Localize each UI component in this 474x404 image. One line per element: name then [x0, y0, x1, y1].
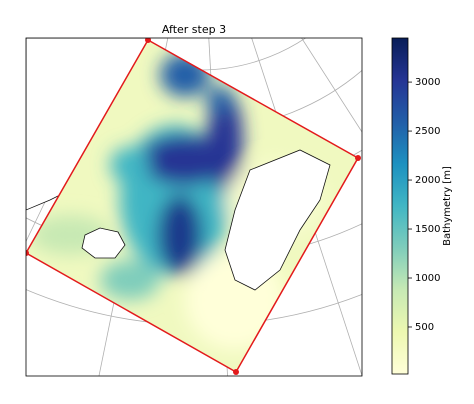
colorbar-tick-label: 1000: [415, 273, 440, 284]
domain-corners: [26, 38, 361, 375]
colorbar-tick-label: 2000: [415, 175, 440, 186]
colorbar-label: Bathymetry [m]: [442, 166, 453, 246]
colorbar: [391, 37, 409, 375]
chart-title: After step 3: [162, 23, 226, 36]
colorbar-tick-label: 1500: [415, 224, 440, 235]
colorbar-tick-label: 500: [415, 322, 434, 333]
colorbar-tick-label: 2500: [415, 126, 440, 137]
colorbar-tick-label: 3000: [415, 77, 440, 88]
map-frame: [25, 37, 363, 377]
